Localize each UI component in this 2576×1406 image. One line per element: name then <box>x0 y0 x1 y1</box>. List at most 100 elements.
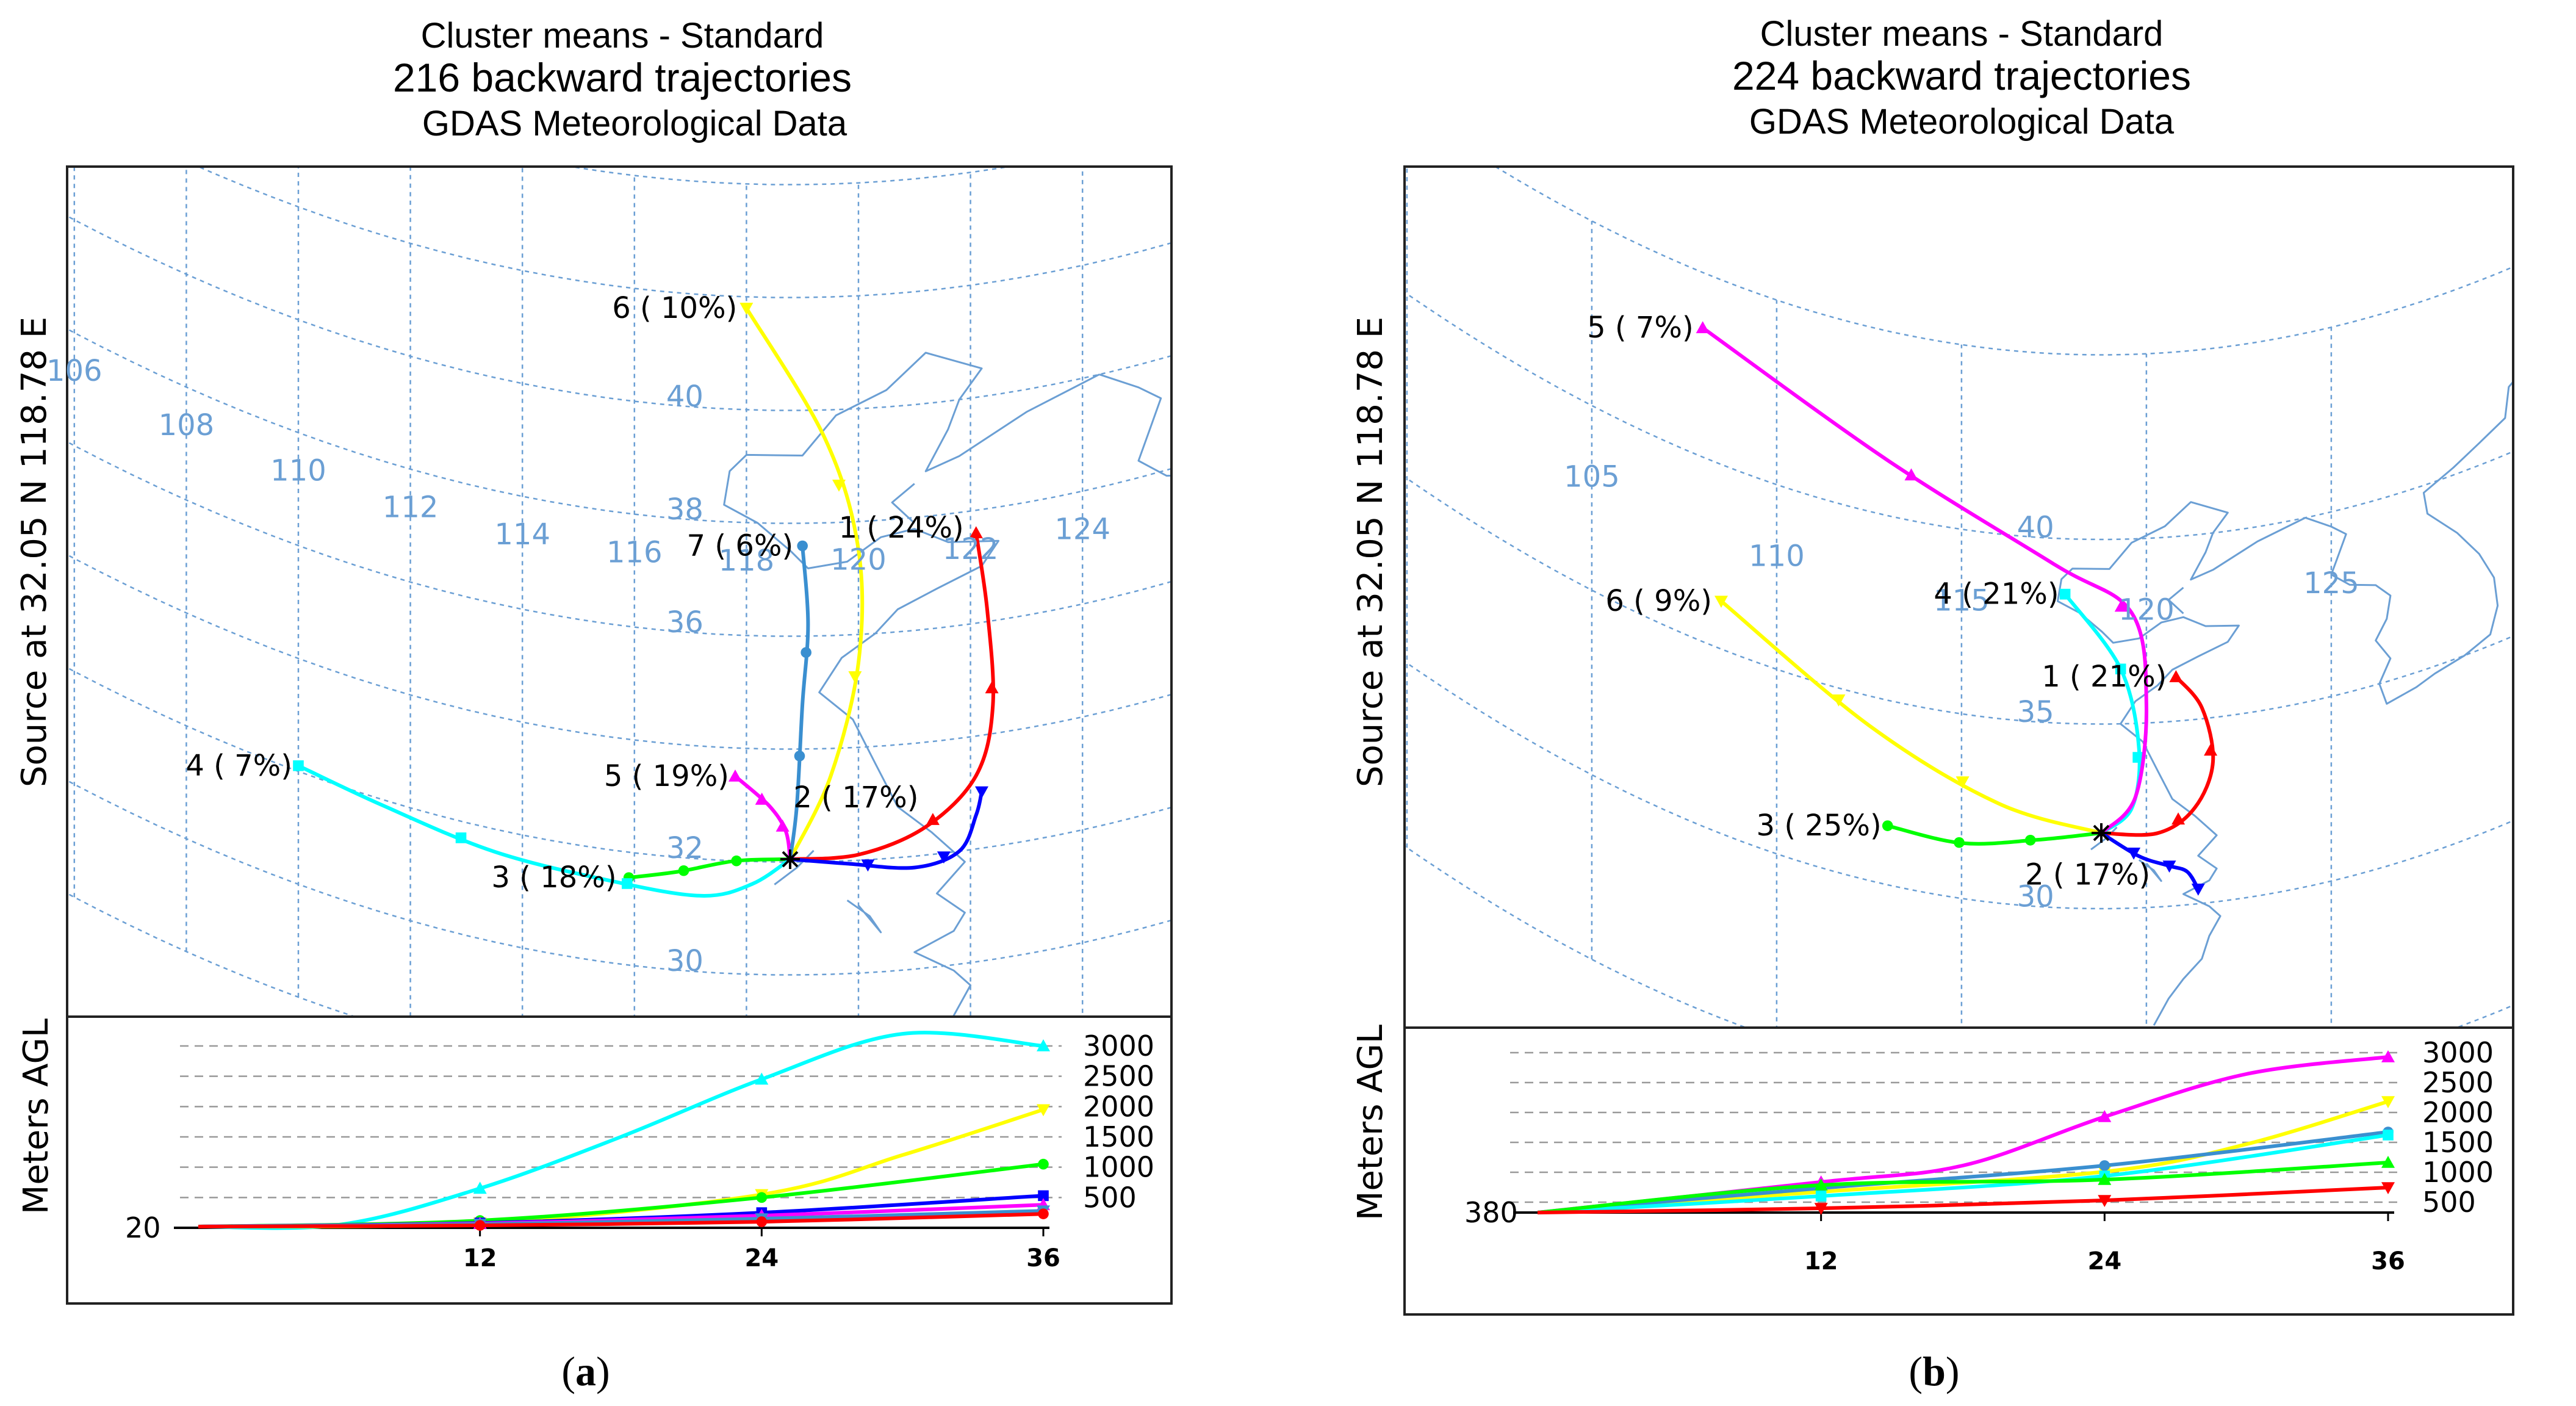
height-start-label: 380 <box>1464 1196 1518 1229</box>
trajectory-4-line <box>297 763 792 898</box>
cluster-label-3: 3 ( 18%) <box>491 860 616 895</box>
panel-b-label: (b) <box>1909 1348 1959 1394</box>
trajectory-2-marker <box>2127 848 2141 860</box>
height-level-label: 2000 <box>2422 1096 2494 1129</box>
trajectory-6-marker <box>832 480 846 492</box>
height-series-green-marker <box>2381 1156 2395 1168</box>
trajectory-4-marker <box>2115 663 2126 675</box>
height-level-label: 500 <box>1083 1181 1137 1214</box>
height-level-label: 500 <box>2422 1186 2476 1219</box>
trajectory-2-marker <box>2162 860 2176 873</box>
height-series-cyan <box>1537 1133 2389 1214</box>
height-x-tick-label: 12 <box>1804 1247 1838 1275</box>
longitude-label: 116 <box>606 535 663 569</box>
height-series-cyan-marker <box>1815 1191 1827 1202</box>
height-series-yellow <box>1537 1100 2389 1214</box>
coastline-path <box>846 899 882 934</box>
panel-a-label: (a) <box>561 1348 610 1394</box>
trajectory-2-marker <box>861 859 875 872</box>
height-x-tick-label: 24 <box>744 1244 779 1272</box>
trajectory-2-line <box>788 790 984 870</box>
cluster-label-2: 2 ( 17%) <box>793 781 918 815</box>
trajectory-1-line <box>788 531 996 861</box>
cluster-label-3: 3 ( 25%) <box>1757 809 1882 843</box>
panel-b-height-ylabel: Meters AGL <box>1351 1025 1391 1220</box>
latitude-label: 40 <box>2017 510 2054 544</box>
panel-b: Cluster means - Standard 224 backward tr… <box>1351 14 2514 1394</box>
longitude-label: 120 <box>2118 593 2175 627</box>
panel-a-cluster-labels: 1 ( 24%) 2 ( 17%) 3 ( 18%) 4 ( 7%) 5 ( 19%) 6… <box>185 291 963 895</box>
height-series-green <box>1537 1161 2389 1214</box>
trajectory-6-endpoint <box>1714 596 1728 608</box>
height-level-label: 2000 <box>1083 1090 1154 1123</box>
trajectory-1-marker <box>2171 812 2186 825</box>
source-star-marker <box>2092 823 2111 843</box>
height-series-red-marker <box>2381 1182 2395 1194</box>
height-series-cyan-marker <box>755 1072 769 1085</box>
height-level-label: 1000 <box>2422 1156 2494 1189</box>
cluster-label-6: 6 ( 9%) <box>1605 584 1712 618</box>
height-x-tick-label: 24 <box>2087 1247 2121 1275</box>
height-start-label: 20 <box>125 1211 161 1244</box>
trajectory-4-marker <box>455 832 467 843</box>
trajectory-4-marker <box>2132 752 2143 763</box>
longitude-label: 118 <box>719 544 775 578</box>
trajectory-7-line <box>788 544 810 861</box>
trajectory-1-line <box>2099 675 2215 837</box>
height-series-red-marker <box>1814 1203 1828 1215</box>
panel-a: Cluster means - Standard 216 backward tr… <box>15 16 1173 1394</box>
panel-b-map <box>1406 168 2512 1026</box>
parallel-line <box>1406 477 2512 725</box>
trajectory-3-marker <box>1954 837 1965 848</box>
parallel-line <box>1406 292 2512 541</box>
trajectory-6-endpoint <box>739 303 754 315</box>
cluster-label-7: 7 ( 6%) <box>687 529 794 563</box>
height-x-tick-label: 36 <box>2371 1247 2405 1275</box>
panel-b-cluster-labels: 1 ( 21%) 2 ( 17%) 3 ( 25%) 4 ( 21%) 5 ( 7%) 6… <box>1587 311 2167 892</box>
trajectory-5-marker <box>775 820 790 832</box>
trajectory-4-endpoint <box>2059 588 2071 600</box>
longitude-label: 108 <box>159 408 215 442</box>
panel-a-letter: a <box>575 1348 596 1394</box>
longitude-label: 110 <box>1749 539 1805 573</box>
trajectory-5-line <box>1700 326 2148 835</box>
height-series-green-marker <box>2098 1173 2112 1185</box>
coastline-path <box>891 483 915 524</box>
longitude-label: 120 <box>830 543 887 577</box>
panel-a-subtitle2: GDAS Meteorological Data <box>422 104 847 143</box>
trajectory-3-marker <box>2024 834 2036 846</box>
panel-a-graticule <box>68 168 1170 1015</box>
height-series-green-marker <box>1814 1178 1828 1191</box>
panel-a-map <box>68 168 1170 1015</box>
coastline-path <box>2167 586 2184 615</box>
panel-b-title: Cluster means - Standard <box>1760 14 2164 54</box>
coastline-path <box>2138 859 2162 882</box>
trajectory-4-line <box>2063 592 2142 835</box>
coastline-path <box>2057 501 2306 1026</box>
height-x-tick-label: 36 <box>1026 1244 1060 1272</box>
height-level-label: 1500 <box>1083 1120 1154 1153</box>
longitude-label: 112 <box>383 490 439 524</box>
latitude-label: 30 <box>2017 879 2054 914</box>
trajectory-5-marker <box>755 792 769 805</box>
latitude-label: 35 <box>2017 695 2054 729</box>
panel-a-coastline <box>723 352 1170 1015</box>
longitude-label: 124 <box>1054 512 1110 546</box>
trajectory-7-endpoint <box>797 540 808 552</box>
panel-b-letter: b <box>1923 1348 1946 1394</box>
panel-a-trajectories <box>293 303 999 898</box>
latitude-label: 40 <box>666 380 703 414</box>
height-level-label: 3000 <box>1083 1029 1154 1062</box>
trajectory-1-endpoint <box>2169 670 2183 682</box>
height-series-red-marker <box>474 1220 486 1231</box>
parallel-line <box>1406 661 2512 910</box>
panel-b-coastline <box>2057 381 2512 1026</box>
source-star-marker <box>780 849 800 869</box>
height-series-green-marker <box>1038 1158 1049 1170</box>
longitude-label: 110 <box>270 454 326 488</box>
height-series-red <box>198 1212 1044 1228</box>
trajectory-3-line <box>627 857 792 880</box>
panel-b-subtitle2: GDAS Meteorological Data <box>1749 102 2175 142</box>
